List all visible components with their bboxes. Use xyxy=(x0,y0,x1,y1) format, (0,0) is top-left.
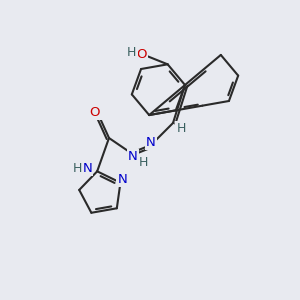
Text: N: N xyxy=(128,151,138,164)
Text: N: N xyxy=(118,173,127,186)
Text: O: O xyxy=(90,106,100,118)
Text: H: H xyxy=(138,157,148,169)
Text: H: H xyxy=(176,122,186,136)
Text: N: N xyxy=(146,136,156,148)
Text: H: H xyxy=(73,162,82,175)
Text: N: N xyxy=(82,162,92,175)
Text: O: O xyxy=(136,48,147,61)
Text: H: H xyxy=(127,46,136,59)
